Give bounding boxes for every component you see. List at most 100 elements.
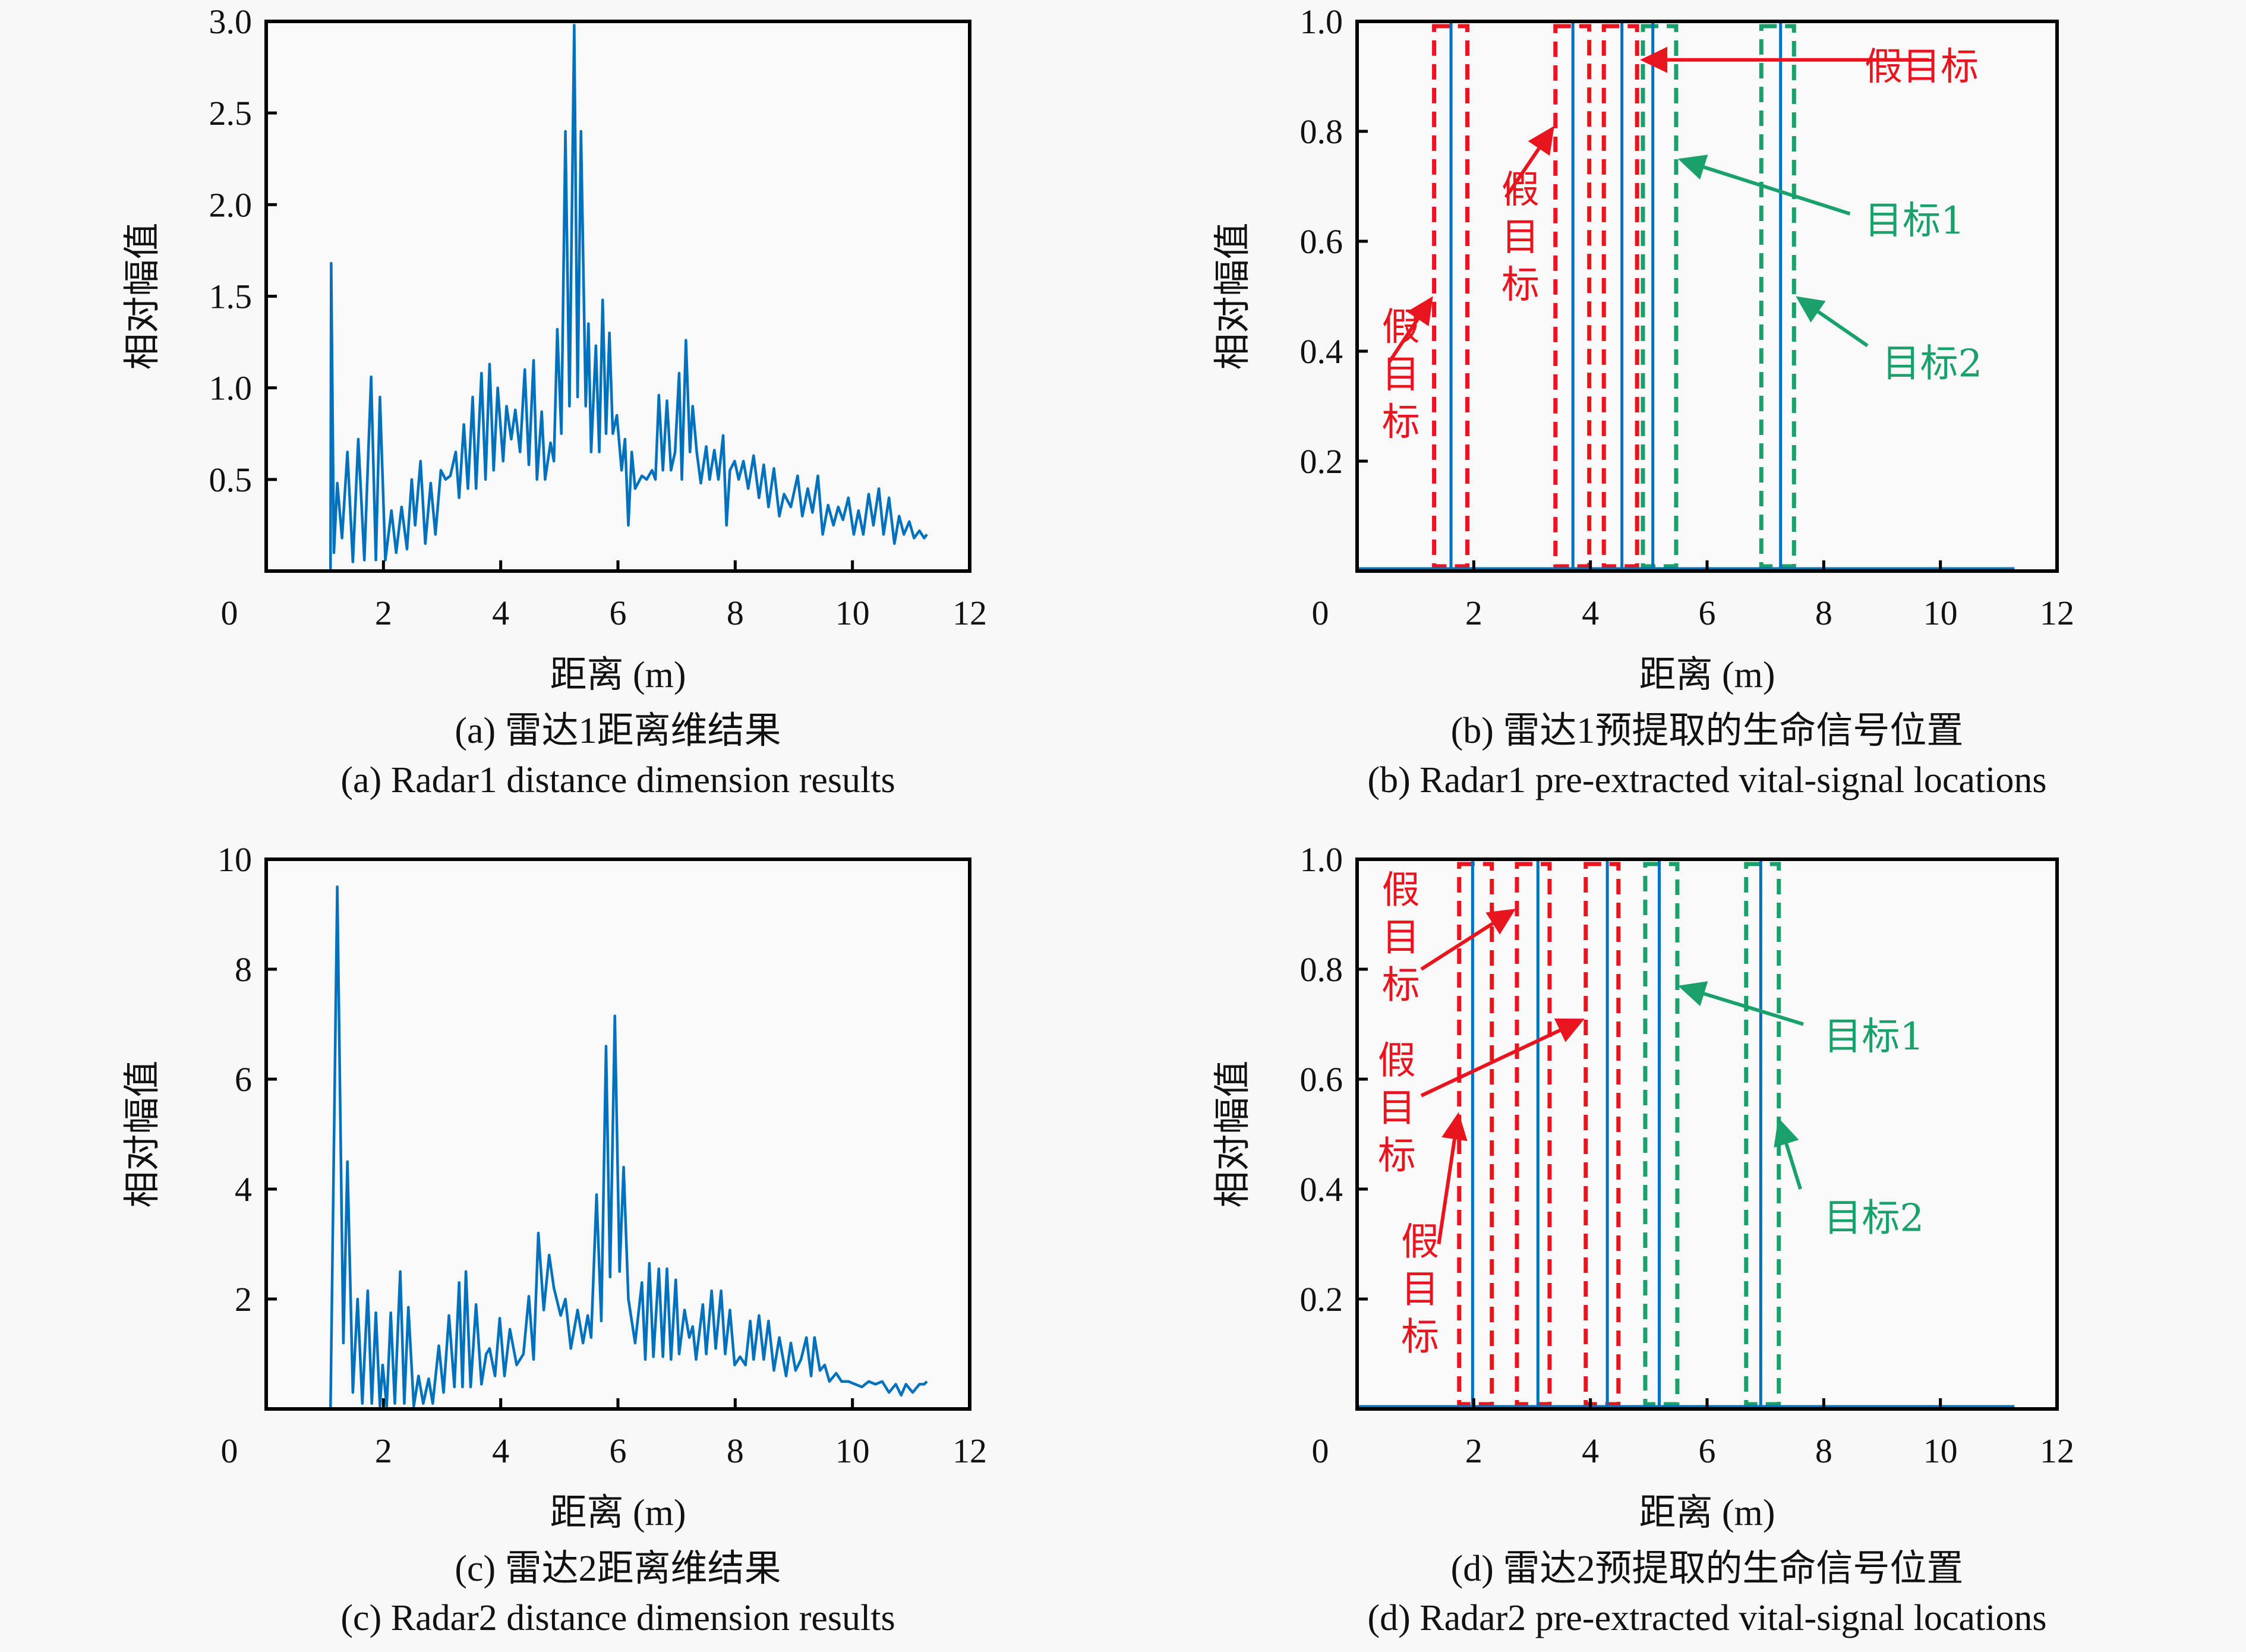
- y-tick-label: 0.4: [1300, 1170, 1343, 1209]
- x-axis-label: 距离 (m): [550, 655, 686, 695]
- annotation-arrow-head: [1554, 1018, 1585, 1042]
- x-tick-label: 0: [1312, 1432, 1329, 1470]
- x-tick-label: 0: [1312, 594, 1329, 632]
- caption-cn: (d) 雷达2预提取的生命信号位置: [1451, 1549, 1964, 1589]
- annotation-label: 目标2: [1882, 342, 1983, 386]
- y-tick-label: 0.2: [1300, 1280, 1343, 1319]
- annotation-arrow-head: [1441, 1112, 1468, 1142]
- x-tick-label: 4: [1582, 1432, 1599, 1470]
- annotation-arrow-head: [1677, 155, 1708, 180]
- x-tick-label: 2: [375, 594, 392, 632]
- annotation-arrow-line: [1704, 992, 1804, 1026]
- x-axis-label: 距离 (m): [1639, 655, 1775, 695]
- annotation-arrow-head: [1677, 981, 1708, 1007]
- y-tick-label: 0.4: [1300, 332, 1343, 371]
- caption-en: (a) Radar1 distance dimension results: [340, 760, 895, 800]
- annotation-arrow-line: [1504, 147, 1541, 198]
- y-tick-label: 0.6: [1300, 222, 1343, 261]
- y-tick-label: 10: [217, 840, 252, 879]
- x-tick-label: 12: [952, 1432, 987, 1470]
- caption-cn: (a) 雷达1距离维结果: [455, 711, 781, 751]
- y-tick-label: 2: [235, 1280, 252, 1319]
- annotation-arrow-head: [1774, 1117, 1799, 1148]
- panel-c-radar2-range-profile: 0 2 4 6 8 10 12 2 4 6 8 10 距离 (m) 相对幅值 (c) 雷达2距离维结果 (c)…: [122, 840, 987, 1638]
- annotation-arrow-line: [1703, 165, 1851, 216]
- y-tick-label: 1.0: [1300, 2, 1343, 41]
- y-tick-label: 6: [235, 1060, 252, 1099]
- x-tick-label: 2: [375, 1432, 392, 1470]
- annotation-arrow-head: [1406, 296, 1433, 326]
- panel-d-radar2-vital-locations: 0 2 4 6 8 10 12 0.2 0.4 0.6 0.8 1.0 距离 (m) 相对幅值 (d) 雷达…: [1213, 840, 2074, 1638]
- x-tick-label: 12: [2040, 1432, 2074, 1470]
- x-tick-label: 6: [1699, 594, 1716, 632]
- x-tick-label: 2: [1465, 594, 1482, 632]
- x-axis-label: 距离 (m): [550, 1493, 686, 1533]
- annotation-label-char: 目: [1382, 353, 1420, 397]
- plot-area: [266, 21, 970, 571]
- annotation-label-char: 目: [1378, 1086, 1416, 1130]
- annotation-label-char: 标: [1382, 964, 1420, 1008]
- x-tick-label: 6: [1699, 1432, 1716, 1470]
- annotation-label-char: 标: [1382, 401, 1420, 444]
- y-tick-label: 2.5: [209, 94, 253, 133]
- y-tick-label: 2.0: [209, 185, 253, 224]
- signal-line: [266, 885, 928, 1411]
- x-tick-label: 8: [727, 594, 744, 632]
- annotation-label: 目标2: [1824, 1196, 1924, 1240]
- annotation-label-char: 目: [1401, 1268, 1439, 1312]
- x-tick-label: 6: [610, 1432, 627, 1470]
- y-tick-label: 0.6: [1300, 1060, 1343, 1099]
- annotation-label: 假目标: [1865, 45, 1979, 89]
- y-tick-label: 0.8: [1300, 112, 1343, 151]
- x-tick-label: 0: [221, 594, 238, 632]
- x-tick-label: 10: [1923, 594, 1958, 632]
- x-tick-label: 10: [1923, 1432, 1958, 1470]
- annotation-arrow-head: [1796, 296, 1826, 323]
- caption-en: (c) Radar2 distance dimension results: [340, 1598, 895, 1638]
- annotation-label-char: 假: [1382, 869, 1420, 913]
- annotation-arrow-head: [1485, 909, 1516, 935]
- caption-cn: (b) 雷达1预提取的生命信号位置: [1451, 711, 1964, 751]
- annotation-arrow-line: [1437, 1139, 1456, 1244]
- y-tick-label: 0.2: [1300, 442, 1343, 481]
- y-axis-label: 相对幅值: [1213, 222, 1253, 370]
- x-tick-label: 12: [952, 594, 987, 632]
- y-tick-label: 0.8: [1300, 950, 1343, 989]
- caption-cn: (c) 雷达2距离维结果: [455, 1549, 781, 1589]
- annotation-label-char: 假: [1378, 1039, 1416, 1083]
- caption-en: (b) Radar1 pre-extracted vital-signal lo…: [1367, 760, 2046, 800]
- annotation-label-char: 标: [1378, 1134, 1416, 1178]
- y-tick-label: 1.5: [209, 278, 253, 316]
- x-tick-label: 12: [2040, 594, 2074, 632]
- signal-line: [266, 23, 928, 573]
- y-tick-label: 8: [235, 950, 252, 989]
- y-axis-label: 相对幅值: [1213, 1060, 1253, 1208]
- annotation-label-char: 目: [1501, 216, 1540, 260]
- annotation-label-char: 标: [1501, 263, 1540, 307]
- annotation-label-char: 假: [1382, 305, 1420, 349]
- panel-a-radar1-range-profile: 0 2 4 6 8 10 12 0.5 1.0 1.5 2.0 2.5 3.0 距离 (m) 相对幅值 (a)…: [122, 2, 987, 800]
- y-tick-label: 4: [235, 1170, 252, 1209]
- panel-b-radar1-vital-locations: 0 2 4 6 8 10 12 0.2 0.4 0.6 0.8 1.0 距离 (m) 相对幅值 (b) 雷达…: [1213, 2, 2074, 800]
- plot-area: [1357, 21, 2057, 571]
- y-axis-label: 相对幅值: [122, 1060, 163, 1208]
- y-tick-label: 3.0: [209, 2, 253, 41]
- x-tick-label: 8: [1815, 1432, 1832, 1470]
- y-tick-label: 1.0: [1300, 840, 1343, 879]
- x-tick-label: 0: [221, 1432, 238, 1470]
- annotation-arrow-line: [1420, 1029, 1561, 1098]
- annotation-label-char: 假: [1401, 1221, 1439, 1265]
- annotation-arrow-line: [1387, 318, 1419, 364]
- annotation-label: 目标1: [1865, 199, 1965, 243]
- x-tick-label: 8: [1815, 594, 1832, 632]
- annotation-label-char: 假: [1501, 168, 1540, 212]
- annotation-arrow-head: [1528, 125, 1554, 156]
- y-tick-label: 1.0: [209, 369, 253, 408]
- annotation-arrow-head: [1640, 46, 1668, 73]
- annotation-label: 目标1: [1824, 1015, 1924, 1059]
- caption-en: (d) Radar2 pre-extracted vital-signal lo…: [1367, 1598, 2046, 1638]
- annotation-label-char: 目: [1382, 916, 1420, 960]
- x-tick-label: 4: [492, 594, 509, 632]
- annotation-label-char: 标: [1401, 1316, 1439, 1360]
- x-tick-label: 4: [492, 1432, 509, 1470]
